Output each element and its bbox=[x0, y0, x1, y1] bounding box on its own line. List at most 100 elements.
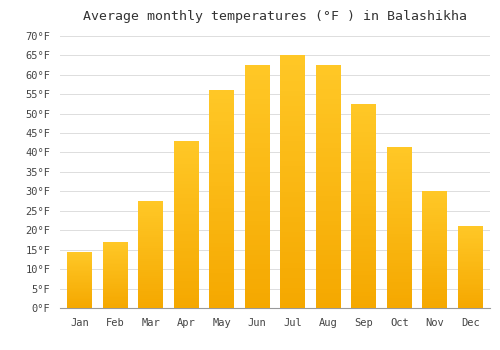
Bar bbox=[67, 301, 92, 302]
Bar bbox=[458, 272, 483, 274]
Bar bbox=[67, 255, 92, 256]
Bar bbox=[174, 164, 199, 168]
Bar bbox=[316, 284, 340, 288]
Bar bbox=[316, 109, 340, 113]
Bar bbox=[316, 225, 340, 230]
Bar bbox=[210, 260, 234, 265]
Bar bbox=[102, 286, 128, 287]
Bar bbox=[387, 302, 412, 305]
Bar bbox=[210, 160, 234, 164]
Bar bbox=[280, 156, 305, 161]
Bar bbox=[102, 268, 128, 270]
Bar bbox=[174, 168, 199, 171]
Bar bbox=[102, 289, 128, 291]
Bar bbox=[245, 191, 270, 196]
Bar bbox=[245, 75, 270, 79]
Bar bbox=[138, 265, 163, 267]
Bar bbox=[458, 295, 483, 296]
Bar bbox=[102, 303, 128, 304]
Bar bbox=[138, 278, 163, 280]
Bar bbox=[245, 153, 270, 157]
Bar bbox=[352, 234, 376, 239]
Bar bbox=[174, 171, 199, 174]
Bar bbox=[422, 236, 448, 238]
Bar bbox=[280, 258, 305, 262]
Bar bbox=[458, 238, 483, 239]
Bar bbox=[387, 163, 412, 166]
Bar bbox=[422, 275, 448, 278]
Bar bbox=[387, 263, 412, 266]
Bar bbox=[102, 283, 128, 284]
Bar bbox=[67, 296, 92, 297]
Bar bbox=[280, 131, 305, 136]
Bar bbox=[422, 219, 448, 222]
Bar bbox=[422, 273, 448, 275]
Bar bbox=[138, 201, 163, 203]
Bar bbox=[316, 264, 340, 269]
Bar bbox=[387, 160, 412, 163]
Bar bbox=[352, 177, 376, 181]
Bar bbox=[458, 269, 483, 271]
Bar bbox=[138, 203, 163, 205]
Bar bbox=[316, 138, 340, 143]
Bar bbox=[67, 287, 92, 288]
Bar bbox=[138, 214, 163, 216]
Bar bbox=[422, 243, 448, 245]
Bar bbox=[102, 251, 128, 252]
Bar bbox=[210, 208, 234, 212]
Bar bbox=[245, 104, 270, 109]
Bar bbox=[422, 205, 448, 208]
Bar bbox=[422, 250, 448, 252]
Bar bbox=[67, 302, 92, 303]
Bar bbox=[138, 212, 163, 214]
Bar bbox=[67, 256, 92, 257]
Bar bbox=[387, 221, 412, 224]
Bar bbox=[422, 231, 448, 233]
Bar bbox=[422, 299, 448, 301]
Bar bbox=[422, 233, 448, 236]
Bar bbox=[67, 252, 92, 253]
Bar bbox=[316, 94, 340, 99]
Bar bbox=[387, 176, 412, 179]
Bar bbox=[174, 281, 199, 285]
Bar bbox=[102, 301, 128, 303]
Bar bbox=[210, 147, 234, 151]
Bar bbox=[174, 177, 199, 181]
Bar bbox=[67, 306, 92, 307]
Bar bbox=[316, 187, 340, 191]
Bar bbox=[280, 237, 305, 242]
Bar bbox=[387, 192, 412, 195]
Bar bbox=[138, 304, 163, 306]
Bar bbox=[210, 177, 234, 182]
Bar bbox=[67, 281, 92, 282]
Bar bbox=[67, 280, 92, 281]
Bar bbox=[352, 136, 376, 141]
Bar bbox=[280, 242, 305, 247]
Bar bbox=[387, 231, 412, 234]
Bar bbox=[280, 227, 305, 232]
Bar bbox=[210, 273, 234, 278]
Bar bbox=[280, 121, 305, 126]
Bar bbox=[245, 109, 270, 113]
Bar bbox=[387, 234, 412, 237]
Bar bbox=[67, 291, 92, 292]
Bar bbox=[280, 212, 305, 217]
Bar bbox=[67, 299, 92, 300]
Bar bbox=[102, 255, 128, 257]
Bar bbox=[316, 279, 340, 284]
Bar bbox=[210, 90, 234, 94]
Bar bbox=[67, 290, 92, 291]
Bar bbox=[422, 226, 448, 229]
Bar bbox=[210, 173, 234, 177]
Bar bbox=[422, 264, 448, 266]
Bar bbox=[174, 268, 199, 271]
Bar bbox=[387, 198, 412, 202]
Bar bbox=[316, 99, 340, 104]
Bar bbox=[138, 289, 163, 291]
Bar bbox=[422, 303, 448, 306]
Bar bbox=[102, 257, 128, 258]
Bar bbox=[67, 288, 92, 289]
Bar bbox=[174, 288, 199, 291]
Bar bbox=[245, 123, 270, 128]
Bar bbox=[387, 205, 412, 208]
